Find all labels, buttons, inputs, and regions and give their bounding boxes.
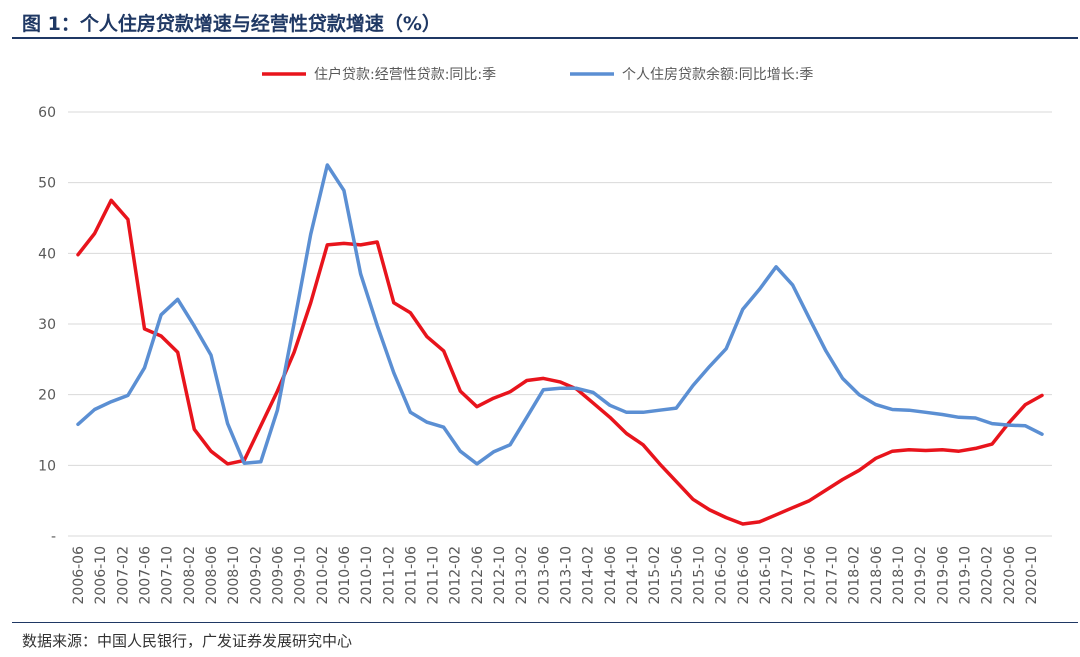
x-tick-label: 2017-06: [802, 546, 818, 605]
y-tick-label: -: [51, 529, 56, 545]
x-tick-label: 2006-06: [71, 546, 87, 605]
y-tick-label: 60: [38, 105, 56, 121]
x-tick-label: 2014-10: [625, 546, 641, 605]
y-tick-label: 10: [38, 458, 56, 474]
figure-title: 图 1：个人住房贷款增速与经营性贷款增速（%）: [22, 13, 441, 35]
y-tick-label: 30: [38, 317, 56, 333]
title-rule: [12, 37, 1078, 39]
x-tick-label: 2015-02: [647, 546, 663, 605]
x-tick-label: 2012-02: [448, 546, 464, 605]
x-tick-label: 2018-02: [847, 546, 863, 605]
x-axis-ticks: 2006-06 2006-10 2007-02 2007-06 2007-10 2008-…: [71, 546, 1040, 605]
x-tick-label: 2016-10: [758, 546, 774, 605]
legend-label: 住户贷款:经营性贷款:同比:季: [314, 66, 496, 83]
x-tick-label: 2016-02: [714, 546, 730, 605]
x-tick-label: 2020-02: [980, 546, 996, 605]
x-tick-label: 2008-10: [226, 546, 242, 605]
x-tick-label: 2007-02: [115, 546, 131, 605]
x-tick-label: 2019-02: [913, 546, 929, 605]
x-tick-label: 2015-06: [669, 546, 685, 605]
y-tick-label: 20: [38, 388, 56, 404]
y-axis-ticks: - 10 20 30 40 50 60: [38, 105, 56, 545]
x-tick-label: 2008-02: [182, 546, 198, 605]
x-tick-label: 2017-10: [824, 546, 840, 605]
x-tick-label: 2010-02: [315, 546, 331, 605]
x-tick-label: 2020-06: [1002, 546, 1018, 605]
series-line-business-loans: [76, 198, 1044, 526]
series-lines: [76, 163, 1044, 526]
x-tick-label: 2014-06: [603, 546, 619, 605]
x-tick-label: 2011-10: [426, 546, 442, 605]
x-tick-label: 2010-06: [337, 546, 353, 605]
x-tick-label: 2006-10: [93, 546, 109, 605]
x-tick-label: 2018-06: [869, 546, 885, 605]
gridlines: [68, 111, 1052, 537]
x-tick-label: 2013-06: [536, 546, 552, 605]
x-tick-label: 2011-02: [381, 546, 397, 605]
x-tick-label: 2009-02: [248, 546, 264, 605]
x-tick-label: 2019-10: [957, 546, 973, 605]
footer-rule: [12, 622, 1078, 623]
x-tick-label: 2012-10: [492, 546, 508, 605]
x-tick-label: 2014-02: [581, 546, 597, 605]
x-tick-label: 2016-06: [736, 546, 752, 605]
y-tick-label: 40: [38, 246, 56, 262]
x-tick-label: 2010-10: [359, 546, 375, 605]
series-line-mortgage-loans: [76, 163, 1044, 466]
x-tick-label: 2009-06: [270, 546, 286, 605]
x-tick-label: 2013-02: [514, 546, 530, 605]
x-tick-label: 2013-10: [559, 546, 575, 605]
x-tick-label: 2017-02: [780, 546, 796, 605]
x-tick-label: 2019-06: [935, 546, 951, 605]
legend-label: 个人住房贷款余额:同比增长:季: [622, 66, 813, 83]
x-tick-label: 2007-10: [160, 546, 176, 605]
x-tick-label: 2009-10: [293, 546, 309, 605]
y-tick-label: 50: [38, 176, 56, 192]
legend: 住户贷款:经营性贷款:同比:季 个人住房贷款余额:同比增长:季: [262, 66, 813, 83]
x-tick-label: 2007-06: [137, 546, 153, 605]
x-tick-label: 2008-06: [204, 546, 220, 605]
x-tick-label: 2020-10: [1024, 546, 1040, 605]
line-chart: - 10 20 30 40 50 60 2006-06 2006-10 2007-02 2007-…: [38, 66, 1052, 605]
x-tick-label: 2018-10: [891, 546, 907, 605]
x-tick-label: 2015-10: [692, 546, 708, 605]
x-tick-label: 2012-06: [470, 546, 486, 605]
x-tick-label: 2011-06: [403, 546, 419, 605]
source-note: 数据来源：中国人民银行，广发证券发展研究中心: [22, 632, 353, 650]
